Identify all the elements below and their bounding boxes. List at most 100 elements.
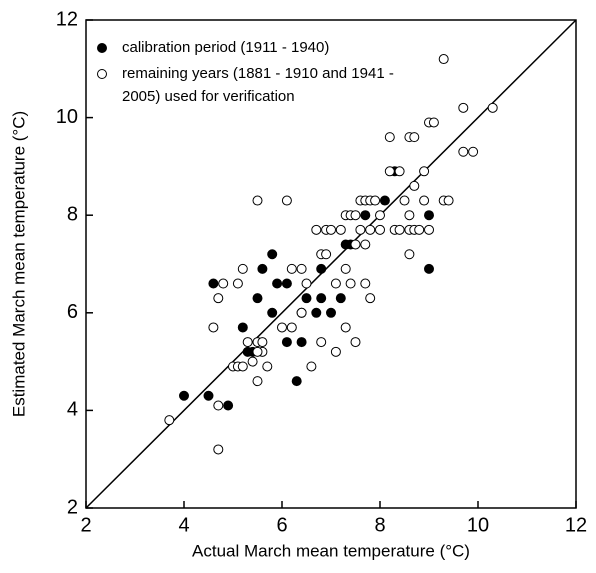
point (345, 278, 356, 289)
point (301, 293, 312, 304)
point (424, 224, 434, 235)
y-tick-label: 10 (56, 106, 78, 128)
point (286, 322, 297, 333)
point (321, 249, 332, 260)
point (281, 278, 292, 289)
point (267, 249, 278, 260)
point (487, 102, 498, 113)
x-axis-label: Actual March mean temperature (°C) (192, 541, 470, 560)
legend-label: calibration period (1911 - 1940) (122, 39, 330, 56)
y-tick-label: 2 (67, 496, 78, 518)
point (384, 166, 395, 177)
point (316, 293, 327, 304)
point (365, 224, 376, 235)
y-axis-label: Estimated March mean temperature (°C) (9, 111, 28, 417)
point (409, 132, 420, 143)
x-tick-label: 10 (467, 514, 489, 536)
point (355, 224, 366, 235)
point (350, 239, 361, 250)
point (301, 278, 312, 289)
point (360, 239, 371, 250)
point (394, 166, 405, 177)
legend: calibration period (1911 - 1940) remainin… (96, 36, 422, 111)
x-tick-label: 12 (565, 514, 587, 536)
point (267, 307, 278, 318)
point (218, 278, 229, 289)
point (277, 322, 287, 333)
point (340, 322, 351, 333)
point (281, 337, 292, 348)
point (458, 102, 469, 113)
point (164, 415, 175, 426)
point (443, 195, 454, 206)
point (394, 224, 405, 235)
point (179, 390, 189, 401)
point (335, 293, 346, 304)
point (316, 263, 327, 274)
point (326, 307, 336, 318)
y-tick-label: 12 (56, 8, 78, 30)
point (438, 54, 449, 65)
point (414, 224, 425, 235)
point (419, 166, 430, 177)
point (468, 146, 479, 157)
point (213, 444, 224, 455)
point (330, 278, 341, 289)
y-tick-label: 4 (67, 399, 78, 421)
point (252, 376, 263, 387)
point (326, 224, 336, 235)
point (232, 278, 243, 289)
point (291, 376, 302, 387)
point (286, 263, 297, 274)
legend-marker-dot (97, 43, 107, 53)
point (281, 195, 292, 206)
legend-marker (97, 69, 107, 79)
point (375, 224, 385, 235)
point (252, 195, 263, 206)
point (384, 132, 395, 143)
point (213, 293, 224, 304)
point (419, 195, 430, 206)
point (213, 400, 224, 411)
x-tick-label: 8 (374, 514, 385, 536)
point (247, 356, 258, 367)
point (360, 210, 371, 221)
point (252, 293, 263, 304)
point (399, 195, 410, 206)
point (375, 210, 385, 221)
legend-entry: calibration period (1911 - 1940) (96, 36, 422, 59)
point (458, 146, 469, 157)
point (340, 263, 351, 274)
point (370, 195, 381, 206)
point (379, 195, 390, 206)
point (306, 361, 317, 372)
x-tick-label: 6 (276, 514, 287, 536)
point (296, 337, 307, 348)
point (237, 263, 248, 274)
plot-frame (85, 19, 577, 509)
point (409, 180, 420, 191)
point (237, 322, 248, 333)
point (424, 210, 434, 221)
point (350, 337, 361, 348)
legend-entry: remaining years (1881 - 1910 and 1941 - … (96, 62, 422, 108)
point (203, 390, 214, 401)
y-tick-label: 6 (67, 301, 78, 323)
y-tick-label: 8 (67, 203, 78, 225)
identity-line (85, 19, 577, 509)
legend-marker-dot (97, 69, 107, 79)
point (350, 210, 361, 221)
point (296, 307, 307, 318)
point (316, 337, 327, 348)
point (208, 278, 219, 289)
legend-symbol (96, 62, 122, 80)
x-tick-label: 2 (80, 514, 91, 536)
point (404, 249, 415, 260)
point (262, 361, 273, 372)
point (223, 400, 234, 411)
point (257, 337, 268, 348)
point (311, 307, 322, 318)
point (330, 346, 341, 357)
point (424, 263, 434, 274)
legend-marker (97, 43, 107, 53)
